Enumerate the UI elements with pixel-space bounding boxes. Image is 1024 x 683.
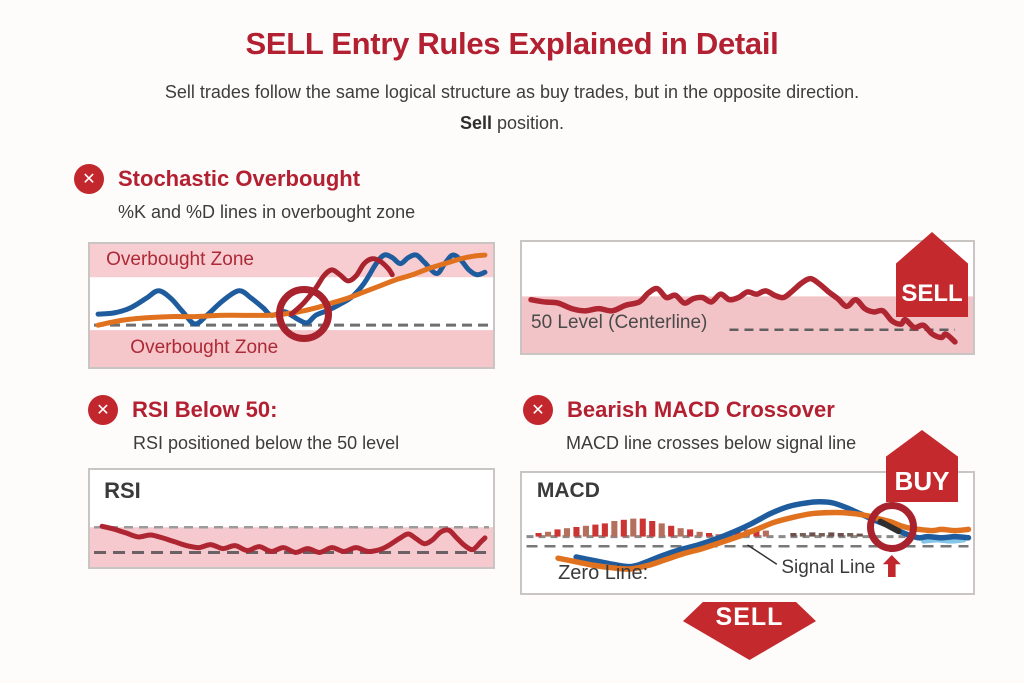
section-macd-header: ✕ Bearish MACD Crossover [523,395,835,425]
x-circle-icon: ✕ [88,395,118,425]
subtitle-line1: Sell trades follow the same logical stru… [164,82,860,102]
section-macd-subtitle: MACD line crosses below signal line [566,433,857,453]
section-stochastic-header: ✕ Stochastic Overbought [74,164,360,194]
section-stochastic-title: Stochastic Overbought [118,166,361,191]
macd-label: MACD [536,479,600,502]
section-macd-title: Bearish MACD Crossover [567,397,835,422]
section-rsi-header: ✕ RSI Below 50: [88,395,277,425]
zero-line-label: Zero Line: [558,561,649,584]
rsi-chart [90,523,493,567]
crossover-highlight-circle [275,286,332,343]
buy-badge: BUY [886,430,958,502]
bearish-crossover-highlight-circle [866,502,917,552]
page-title: SELL Entry Rules Explained in Detail [245,26,779,61]
sell-down-arrow-badge: SELL [683,602,816,660]
section-rsi-title: RSI Below 50: [132,397,278,422]
overbought-zone-label-top: Overbought Zone [106,248,254,270]
fifty-level-label: 50 Level (Centerline) [531,311,708,333]
x-circle-icon: ✕ [523,395,553,425]
x-circle-icon: ✕ [74,164,104,194]
stochastic-chart-panel: Overbought Zone Overbought Zone [88,242,495,369]
overbought-zone-label-bottom: Overbought Zone [130,337,279,359]
subtitle-line2: Sell position. [459,113,565,133]
rsi-chart-panel: RSI [88,468,495,569]
signal-line-label: Signal Line [781,557,876,578]
subtitle-sell-word: Sell [459,113,492,133]
rsi-label: RSI [104,477,141,503]
section-stochastic-subtitle: %K and %D lines in overbought zone [118,202,416,222]
section-rsi-subtitle: RSI positioned below the 50 level [133,433,400,453]
